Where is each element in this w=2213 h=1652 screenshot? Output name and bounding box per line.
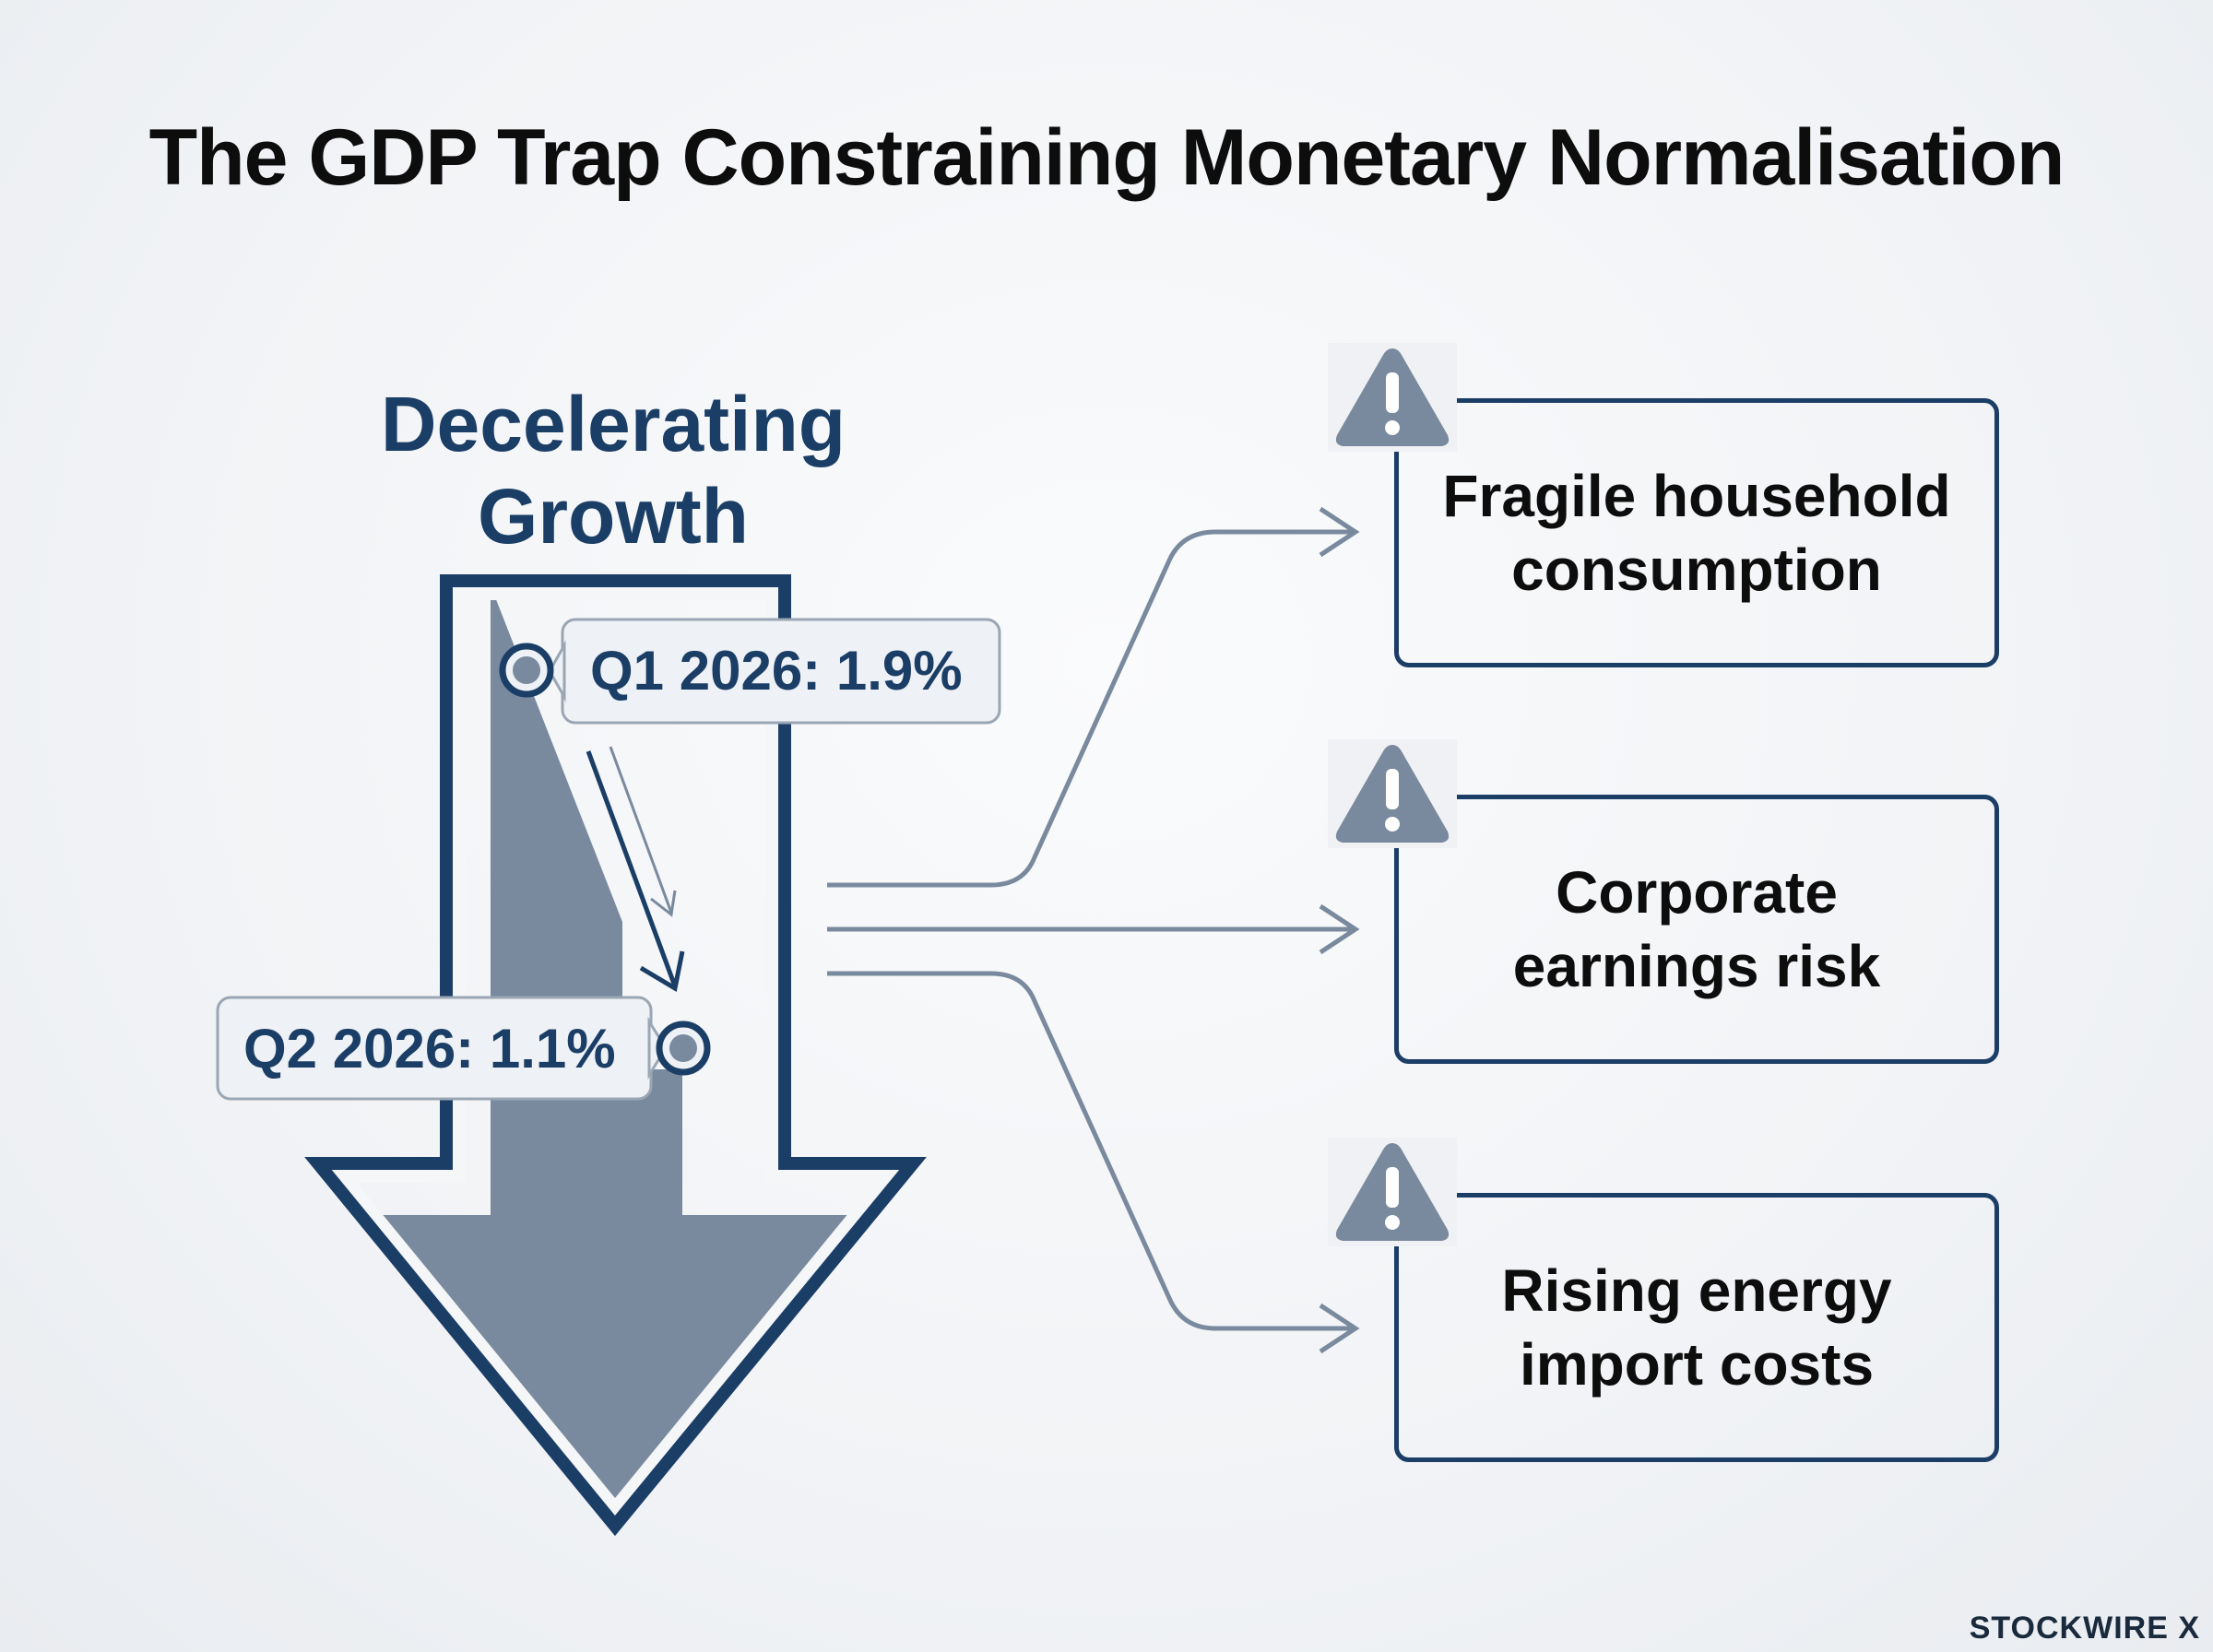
risk-box-energy-line2: import costs [1519,1331,1875,1398]
risk-box-household: Fragile household consumption [1394,398,1999,667]
risk-box-household-line2: consumption [1511,537,1882,603]
trend-line-2 [609,746,673,914]
risk-box-energy-line1: Rising energy [1501,1257,1892,1324]
connector-bottom-arrowhead [1319,1303,1360,1354]
risk-box-energy: Rising energy import costs [1394,1193,1999,1462]
risk-box-corporate: Corporate earnings risk [1394,795,1999,1064]
connector-top [827,529,1354,888]
q2-label: Q2 2026: 1.1% [243,1018,616,1080]
connector-bottom [827,971,1354,1331]
warning-icon [1328,1138,1457,1246]
warning-icon [1328,739,1457,848]
q2-marker-dot [669,1034,697,1062]
center-label-line2: Growth [478,473,749,560]
connector-top-arrowhead [1319,506,1360,558]
trend-arrowhead-1 [639,950,685,992]
q1-marker-dot [513,656,540,684]
connector-middle-arrowhead [1319,903,1360,955]
q1-callout-pointer [548,640,566,702]
risk-box-household-line1: Fragile household [1442,463,1951,529]
warning-icon [1328,343,1457,452]
center-label: Decelerating Growth [337,378,890,562]
trend-line-1 [586,750,678,987]
risk-box-corporate-line1: Corporate [1556,859,1838,926]
page-title: The GDP Trap Constraining Monetary Norma… [148,113,2065,202]
risk-box-corporate-line2: earnings risk [1512,933,1881,999]
center-label-line1: Decelerating [380,381,846,467]
q1-label: Q1 2026: 1.9% [590,640,963,702]
trend-arrowhead-2 [650,890,677,917]
brand-logo: STOCKWIRE X [1969,1611,2200,1646]
